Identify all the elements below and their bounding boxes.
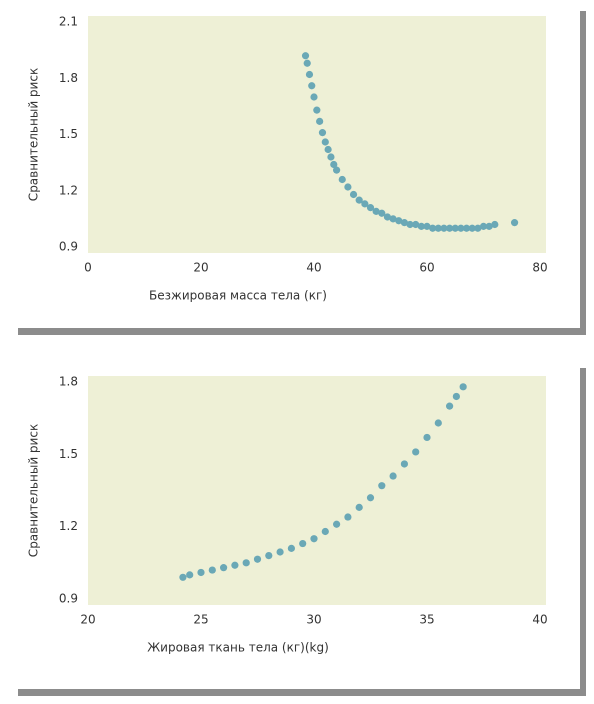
point: [406, 220, 414, 229]
x-tick-label: 40: [306, 261, 321, 275]
x-tick-label: 80: [532, 261, 547, 275]
point: [303, 59, 311, 67]
point: [510, 219, 519, 227]
point: [242, 559, 250, 567]
point: [333, 166, 341, 174]
y-axis-label: Сравнительный риск: [27, 68, 41, 201]
x-tick-label: 0: [84, 261, 92, 275]
point: [372, 207, 380, 215]
y-tick-label: 1.2: [59, 519, 78, 533]
point: [310, 535, 318, 543]
point: [366, 494, 375, 502]
x-tick-label: 60: [419, 261, 434, 275]
point: [179, 573, 187, 581]
y-axis-label: Сравнительный риск: [27, 424, 41, 557]
point: [327, 153, 335, 161]
point: [452, 392, 460, 401]
y-tick-label: 0.9: [59, 240, 78, 254]
x-tick-label: 40: [532, 613, 547, 627]
point: [451, 224, 459, 232]
point: [253, 555, 262, 563]
point: [316, 117, 324, 125]
point: [440, 224, 448, 232]
x-tick-label: 20: [193, 261, 208, 275]
x-tick-label: 35: [419, 613, 434, 627]
point: [389, 215, 397, 223]
point: [220, 564, 228, 572]
point: [446, 224, 454, 232]
point: [429, 224, 437, 232]
point: [434, 419, 442, 427]
point: [378, 209, 386, 217]
point: [276, 548, 284, 556]
point: [378, 482, 386, 490]
point: [366, 204, 375, 212]
x-axis-label: Жировая ткань тела (кг)(kg): [147, 641, 329, 655]
point: [423, 222, 431, 230]
y-tick-label: 0.9: [59, 592, 78, 606]
x-axis-label: Безжировая масса тела (кг): [149, 289, 327, 303]
y-tick-label: 1.8: [59, 375, 78, 389]
point: [485, 222, 493, 230]
point: [468, 224, 476, 232]
point: [333, 520, 341, 528]
x-tick-label: 20: [80, 613, 95, 627]
point: [446, 402, 454, 410]
point: [462, 224, 471, 232]
point: [324, 145, 332, 154]
point: [474, 224, 482, 232]
y-tick-label: 2.1: [59, 15, 78, 29]
plot-area: [88, 376, 546, 605]
point: [412, 448, 420, 456]
point: [308, 82, 316, 90]
point: [457, 224, 465, 232]
y-tick-label: 1.8: [59, 71, 78, 85]
point: [361, 200, 369, 208]
point: [344, 513, 352, 521]
point: [383, 213, 392, 221]
y-tick-label: 1.5: [59, 447, 78, 461]
point: [186, 571, 194, 579]
y-tick-label: 1.5: [59, 127, 78, 141]
point: [305, 70, 314, 79]
point: [265, 552, 273, 560]
point: [231, 561, 239, 569]
point: [344, 183, 352, 191]
point: [299, 539, 307, 548]
x-tick-label: 30: [306, 613, 321, 627]
point: [318, 129, 327, 137]
point: [423, 433, 431, 442]
point: [197, 568, 205, 577]
point: [417, 222, 425, 230]
y-tick-label: 1.2: [59, 183, 78, 197]
point: [208, 566, 216, 574]
point: [389, 472, 397, 480]
point: [338, 175, 346, 184]
x-tick-label: 25: [193, 613, 208, 627]
point: [479, 222, 488, 230]
point: [412, 220, 420, 229]
point: [491, 220, 499, 229]
point: [459, 383, 467, 391]
point: [287, 544, 295, 552]
point: [355, 503, 363, 511]
point: [313, 106, 321, 114]
point: [349, 190, 358, 199]
point: [330, 160, 338, 169]
point: [321, 138, 329, 146]
point: [400, 219, 408, 227]
plot-area: [88, 16, 546, 253]
point: [400, 460, 408, 468]
point: [321, 527, 329, 536]
point: [434, 224, 442, 232]
point: [395, 217, 403, 225]
point: [355, 196, 363, 204]
point: [310, 93, 318, 101]
point: [301, 52, 310, 60]
